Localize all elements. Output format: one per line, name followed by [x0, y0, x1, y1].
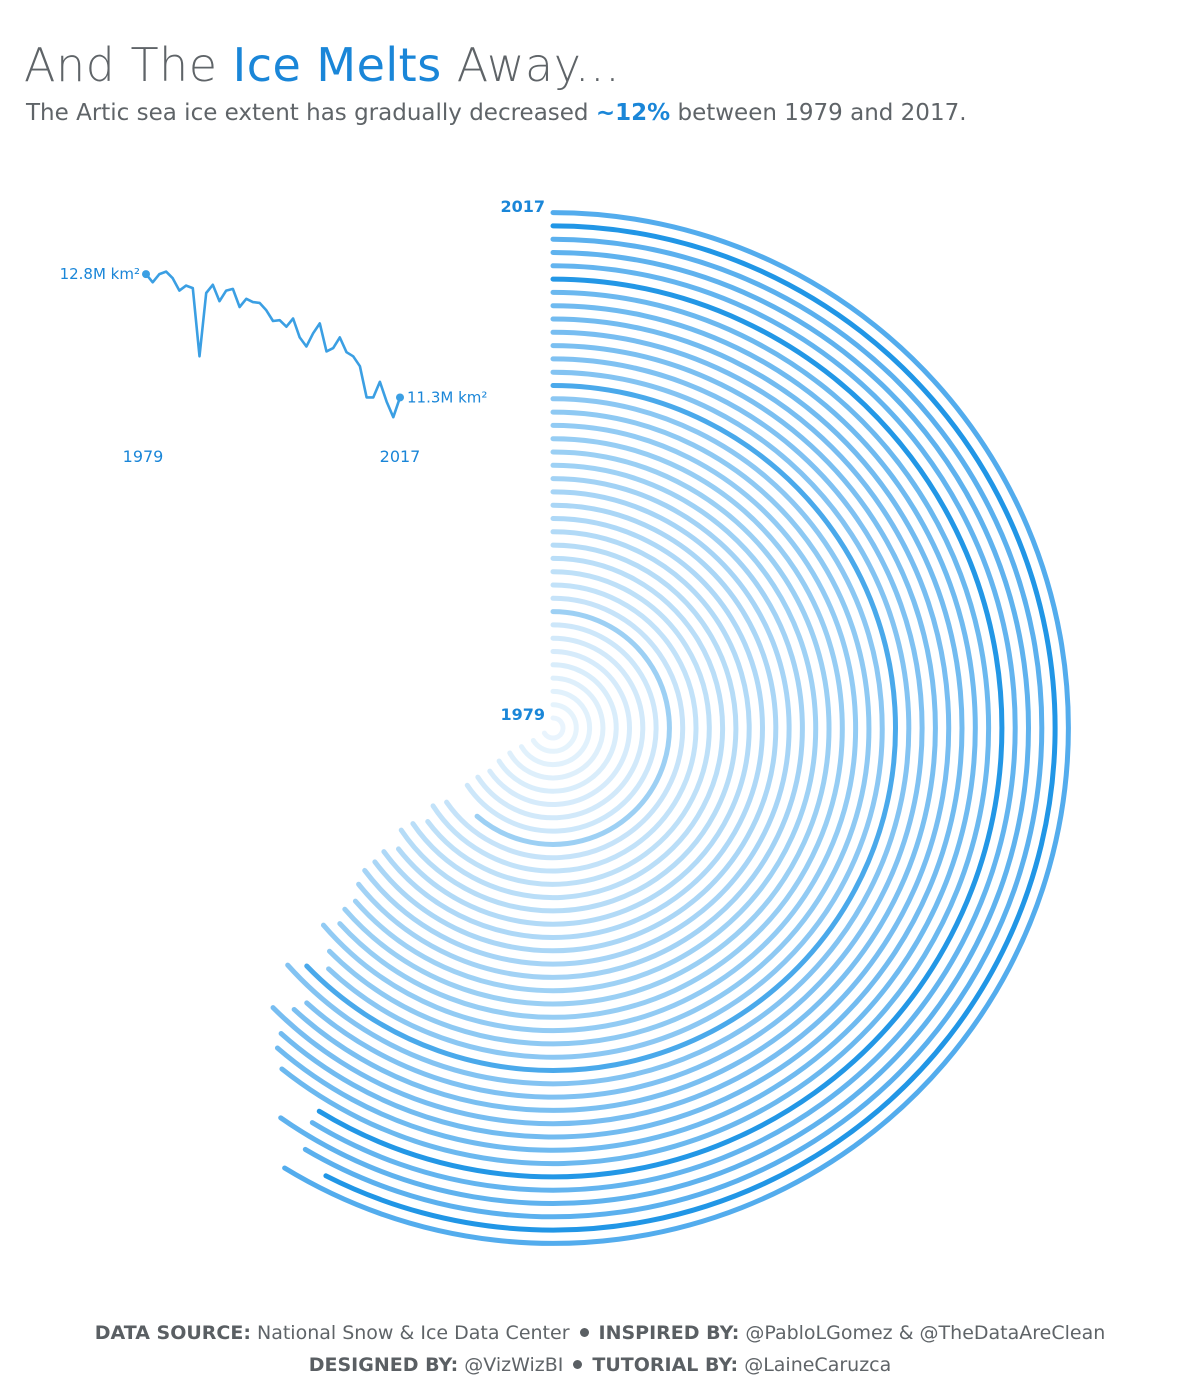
radial-arcs [270, 210, 1071, 1246]
arc-1979 [541, 715, 566, 741]
footer-designed-value: @VizWizBI [458, 1354, 564, 1376]
arc-2003 [326, 396, 885, 1060]
footer-separator [579, 1328, 589, 1337]
arc-1998 [352, 462, 819, 994]
arc-2011 [279, 289, 992, 1167]
arc-2009 [278, 316, 965, 1140]
sparkline-start-label: 12.8M km² [60, 265, 140, 283]
arc-2000 [337, 436, 845, 1020]
arc-1990 [425, 569, 712, 887]
arc-2015 [302, 236, 1045, 1220]
arc-1993 [395, 529, 752, 927]
arc-2016 [323, 223, 1058, 1233]
arc-1999 [342, 449, 832, 1007]
arc-2013 [309, 263, 1018, 1193]
arc-1985 [475, 635, 646, 821]
footer-inspired-value: @PabloLGomez & @TheDataAreClean [739, 1322, 1106, 1344]
page-subtitle: The Artic sea ice extent has gradually d… [26, 100, 967, 126]
arc-1988 [444, 595, 686, 861]
arc-1981 [518, 688, 593, 768]
sparkline-x-label-end: 2017 [380, 447, 421, 466]
arc-2014 [278, 250, 1031, 1206]
arc-2008 [270, 329, 952, 1127]
title-suffix: Away... [441, 38, 621, 92]
arc-2001 [320, 422, 859, 1034]
footer-tutorial-label: TUTORIAL BY: [592, 1354, 739, 1376]
footer-source-label: DATA SOURCE: [94, 1322, 251, 1344]
page-title: And The Ice Melts Away... [24, 38, 620, 92]
subtitle-suffix: between 1979 and 2017. [670, 100, 967, 126]
arc-2004 [304, 383, 898, 1073]
footer-line-2: DESIGNED BY: @VizWizBI TUTORIAL BY: @Lain… [0, 1354, 1200, 1376]
arc-1994 [381, 516, 765, 940]
arc-1982 [507, 675, 606, 781]
arc-1987 [474, 609, 672, 847]
arc-2007 [291, 343, 938, 1113]
arc-2005 [285, 369, 912, 1087]
arc-2010 [274, 303, 978, 1153]
arc-2006 [304, 356, 925, 1100]
subtitle-highlight: ~12% [595, 100, 671, 126]
arc-1997 [356, 476, 805, 980]
arc-1989 [430, 582, 699, 874]
subtitle-prefix: The Artic sea ice extent has gradually d… [26, 100, 596, 126]
sparkline-series [144, 270, 402, 419]
arc-1983 [496, 662, 619, 794]
arc-2002 [326, 409, 872, 1047]
arc-1992 [398, 542, 739, 914]
title-prefix: And The [24, 38, 233, 92]
sparkline-start-point [142, 270, 150, 279]
sparkline-end-label: 11.3M km² [407, 388, 487, 406]
title-highlight: Ice Melts [232, 38, 442, 92]
footer-inspired-label: INSPIRED BY: [598, 1322, 740, 1344]
arc-2017 [282, 210, 1071, 1246]
arc-1995 [372, 502, 779, 954]
trend-sparkline: 12.8M km² 11.3M km² 1979 2017 [60, 265, 488, 466]
arc-1986 [464, 622, 659, 834]
sparkline-end-point [396, 393, 404, 402]
sparkline-x-label-start: 1979 [123, 447, 164, 466]
radial-outer-label: 2017 [500, 197, 545, 216]
radial-inner-label: 1979 [500, 705, 545, 724]
footer-separator [573, 1360, 583, 1369]
arc-1984 [487, 649, 632, 807]
footer-source-value: National Snow & Ice Data Center [250, 1322, 570, 1344]
arc-2012 [316, 276, 1005, 1180]
footer-line-1: DATA SOURCE: National Snow & Ice Data Ce… [0, 1322, 1200, 1344]
arc-1980 [530, 702, 579, 754]
arc-1991 [410, 555, 726, 901]
arc-1996 [362, 489, 792, 967]
footer-designed-label: DESIGNED BY: [308, 1354, 459, 1376]
footer-tutorial-value: @LaineCaruzca [738, 1354, 892, 1376]
